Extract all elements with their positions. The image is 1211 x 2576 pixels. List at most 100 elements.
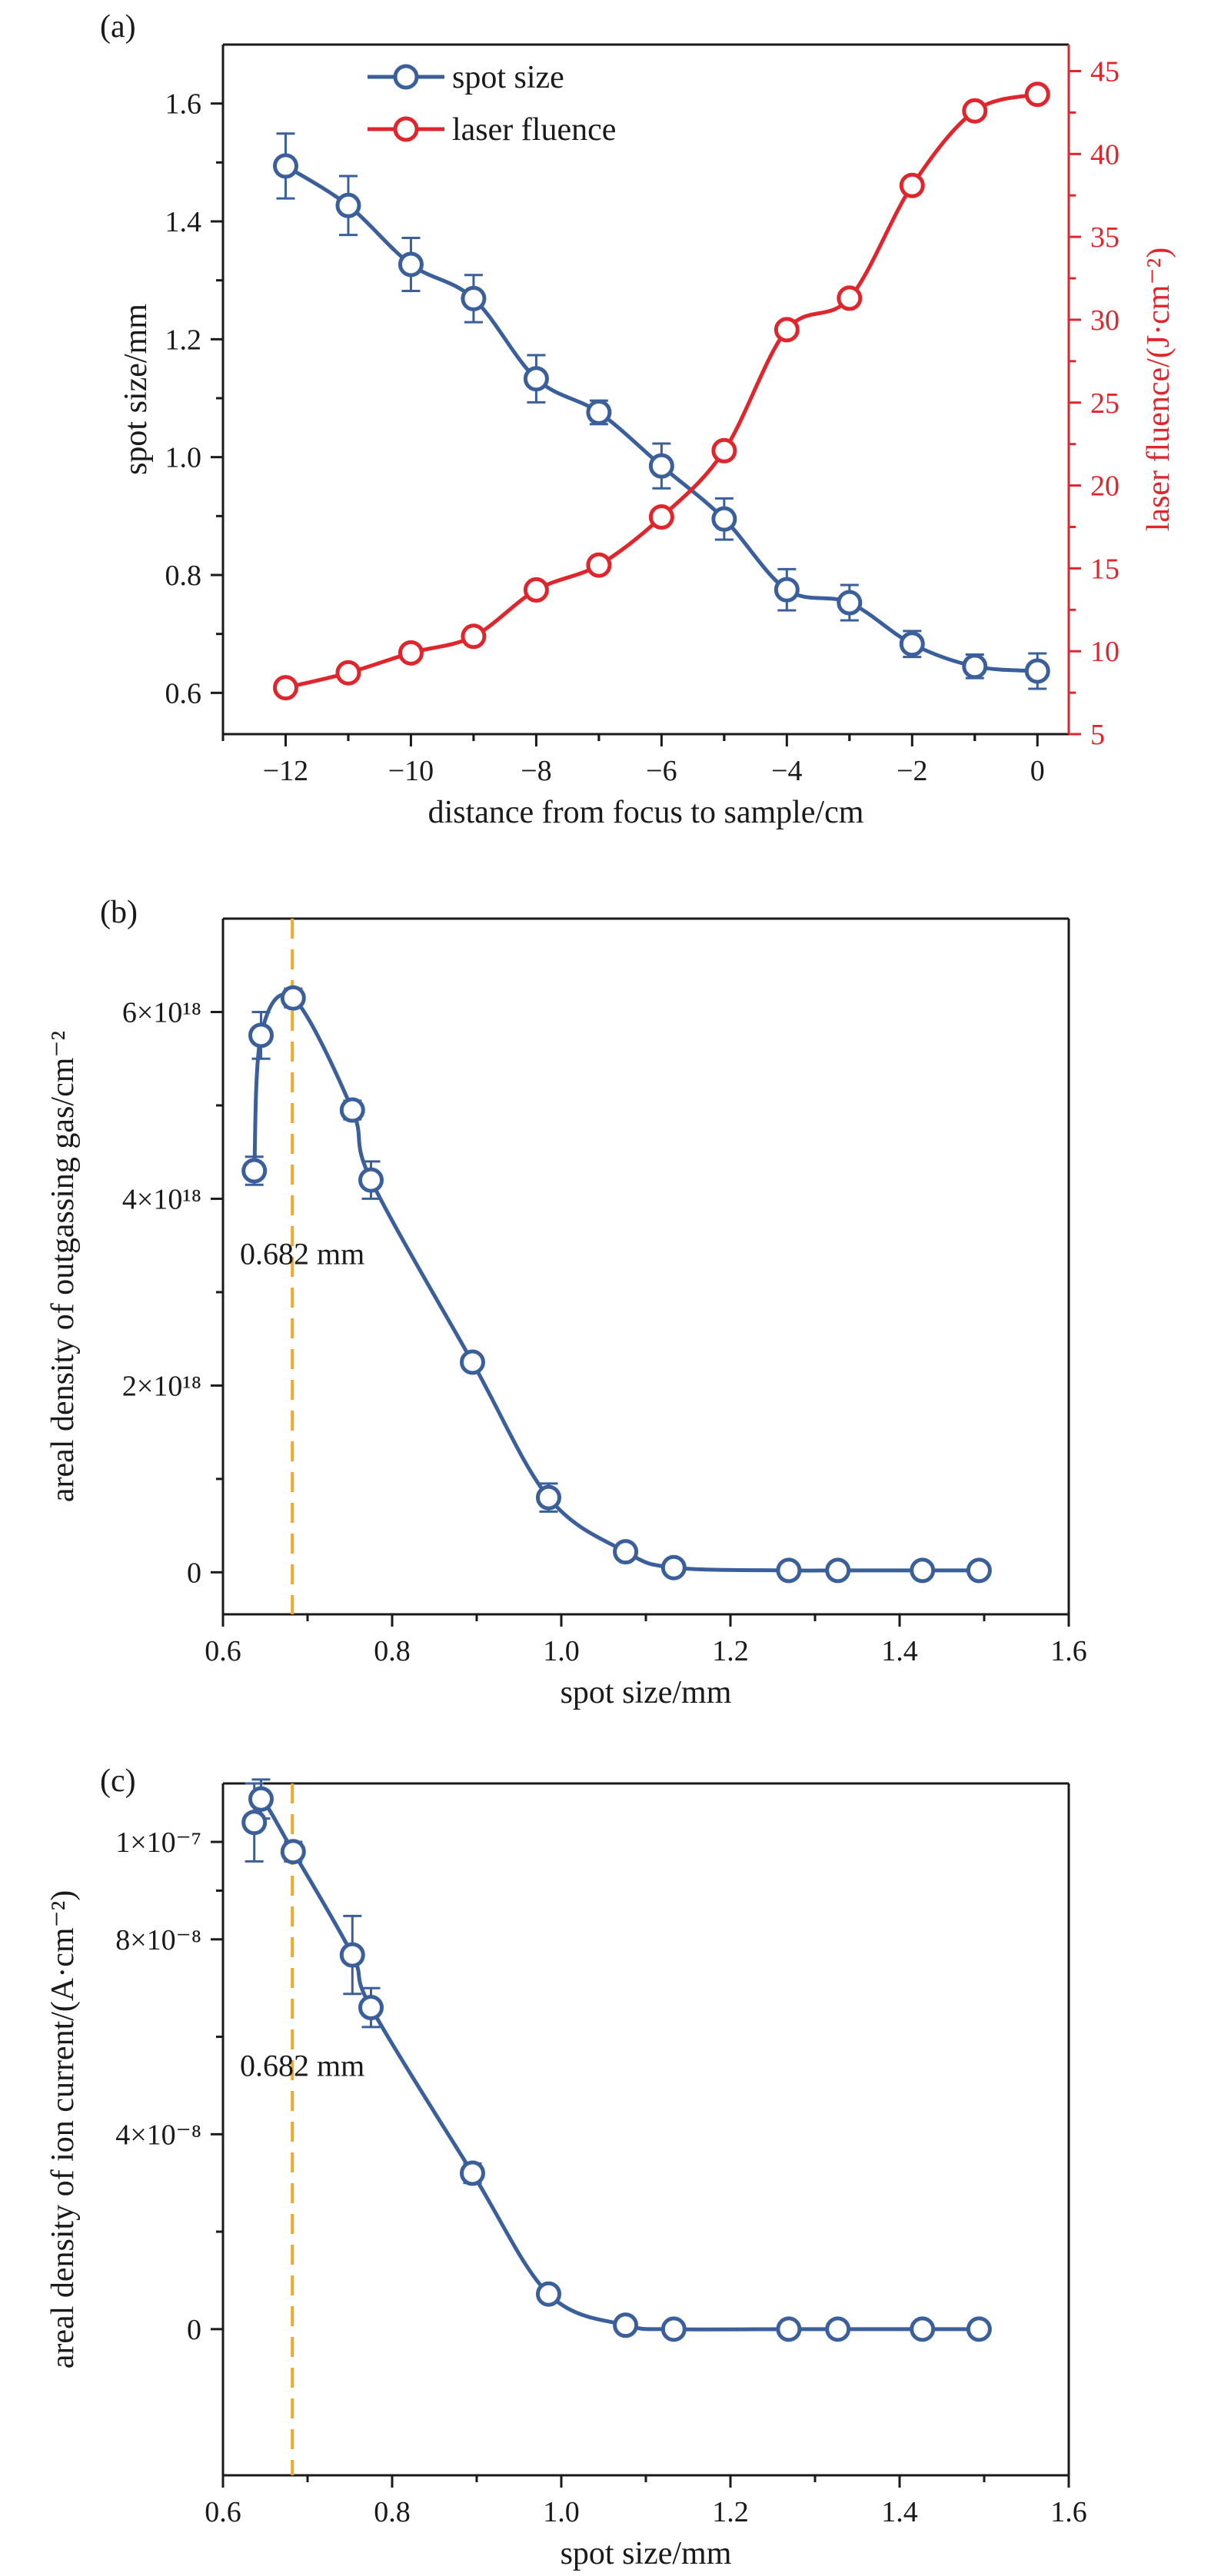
data-point <box>899 172 925 198</box>
data-point <box>339 1097 365 1123</box>
y-tick-label: 0 <box>187 1557 201 1589</box>
annotation-label: 0.682 mm <box>240 1236 364 1271</box>
x-tick-label: 0 <box>1030 755 1045 787</box>
x-tick-label: 1.4 <box>881 2496 918 2528</box>
x-tick-label: 0.6 <box>205 2496 241 2528</box>
x-tick-label: −2 <box>897 755 927 787</box>
y2-tick-label: 20 <box>1090 470 1120 503</box>
data-point <box>586 399 612 425</box>
x-tick-label: 1.2 <box>712 1635 749 1667</box>
y-tick-label: 1.0 <box>165 442 202 474</box>
x-tick-label: 1.4 <box>881 1635 918 1667</box>
data-point <box>899 631 925 657</box>
panel-a: (a) −12 −10 −8 −6 −4 −2 0 0.6 0.8 1.0 1.2 1.4 1.6 5 10 1… <box>100 9 1176 830</box>
data-point <box>910 2316 936 2342</box>
panel-label: (b) <box>100 895 138 930</box>
data-point <box>962 653 988 680</box>
data-point <box>248 1786 274 1812</box>
annotation-label: 0.682 mm <box>240 2048 364 2082</box>
data-point <box>460 2160 485 2186</box>
x-tick-label: 1.6 <box>1050 1635 1087 1667</box>
x-tick-label: 0.8 <box>374 2496 411 2528</box>
x-axis-title: spot size/mm <box>561 2536 732 2571</box>
legend-marker <box>393 64 419 90</box>
x-tick-label: 1.6 <box>1050 2496 1087 2528</box>
data-point <box>523 366 549 392</box>
y-tick-label: 1.6 <box>165 88 202 121</box>
x-tick-label: −10 <box>388 755 434 787</box>
data-point <box>711 437 737 464</box>
data-point <box>398 251 424 278</box>
series-main <box>241 1778 992 2342</box>
y2-tick-label: 40 <box>1090 138 1120 171</box>
series-line <box>284 92 1038 690</box>
data-point <box>774 317 800 343</box>
series-main <box>241 985 992 1584</box>
data-point <box>660 2316 687 2342</box>
data-point <box>241 1810 268 1836</box>
y-tick-label: 0 <box>187 2314 201 2346</box>
data-point <box>461 285 487 311</box>
data-point <box>825 2316 851 2342</box>
data-point <box>837 285 863 311</box>
x-tick-label: 0.8 <box>374 1635 411 1667</box>
data-point <box>648 453 674 479</box>
data-point <box>837 590 863 616</box>
y-tick-label: 2×10¹⁸ <box>122 1370 201 1402</box>
data-point <box>248 1022 274 1049</box>
x-axis-title: distance from focus to sample/cm <box>428 795 864 830</box>
series-line <box>284 164 1038 673</box>
axes-frame <box>221 1782 1070 2477</box>
data-point <box>358 1167 384 1193</box>
data-point <box>280 1839 306 1865</box>
data-point <box>523 577 549 603</box>
data-point <box>711 506 737 532</box>
panel-label: (a) <box>100 9 136 45</box>
panel-label: (c) <box>100 1763 136 1799</box>
data-point <box>613 1539 639 1565</box>
x-tick-label: −12 <box>263 755 308 787</box>
data-point <box>966 1557 992 1584</box>
x-tick-label: −6 <box>646 755 677 787</box>
data-point <box>962 98 988 124</box>
data-point <box>461 623 487 650</box>
y2-tick-label: 25 <box>1090 387 1120 420</box>
axes-frame <box>221 43 1070 736</box>
data-point <box>536 2281 561 2307</box>
y-tick-label: 0.6 <box>165 677 202 710</box>
y2-tick-label: 35 <box>1090 221 1120 254</box>
y-tick-label: 0.8 <box>165 560 202 592</box>
x-tick-label: 0.6 <box>205 1635 241 1667</box>
panel-b: (b) 0.6 0.8 1.0 1.2 1.4 1.6 0 2×10¹⁸ 4×10¹⁸ 6×10¹⁸… <box>45 895 1087 1710</box>
data-point <box>358 1995 384 2021</box>
data-point <box>335 192 361 218</box>
data-point <box>613 2312 639 2338</box>
y-tick-label: 6×10¹⁸ <box>122 996 201 1029</box>
x-tick-label: 1.0 <box>543 2496 580 2528</box>
y2-tick-label: 10 <box>1090 636 1120 668</box>
data-point <box>460 1349 485 1375</box>
y2-tick-label: 45 <box>1090 56 1120 88</box>
y2-axis-title: laser fluence/(J·cm⁻²) <box>1141 248 1176 531</box>
y2-tick-label: 5 <box>1090 719 1105 751</box>
y-axis-title: areal density of outgassing gas/cm⁻² <box>45 1031 81 1502</box>
data-point <box>910 1557 936 1584</box>
data-point <box>398 640 424 666</box>
data-point <box>586 552 612 578</box>
data-point <box>272 675 298 701</box>
data-point <box>241 1158 268 1184</box>
series-laser-fluence <box>272 81 1050 701</box>
y-tick-label: 1.4 <box>165 206 202 238</box>
data-point <box>774 577 800 603</box>
y-axis-title: spot size/mm <box>118 304 154 475</box>
y-tick-label: 8×10⁻⁸ <box>115 1924 201 1956</box>
x-tick-label: −8 <box>521 755 551 787</box>
data-point <box>339 1942 365 1968</box>
x-tick-label: 1.0 <box>543 1635 580 1667</box>
x-axis-title: spot size/mm <box>561 1675 732 1710</box>
data-point <box>825 1557 851 1584</box>
y-axis-title: areal density of ion current/(A·cm⁻²) <box>45 1890 81 2369</box>
data-point <box>335 660 361 686</box>
data-point <box>272 153 298 179</box>
y-tick-label: 4×10⁻⁸ <box>115 2119 201 2151</box>
